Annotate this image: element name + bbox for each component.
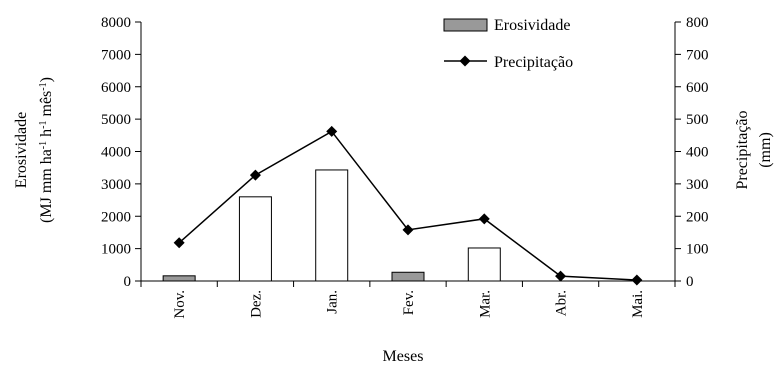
bar-dez (238, 196, 272, 282)
bar-series-erosividade (162, 169, 501, 282)
left-tick-label: 0 (124, 274, 132, 290)
left-axis-title-line1: Erosividade (13, 112, 30, 188)
left-tick-label: 4000 (101, 145, 131, 161)
right-tick-label: 300 (686, 177, 709, 193)
x-tick-label: Jan. (325, 290, 341, 314)
left-tick-label: 8000 (101, 15, 131, 31)
x-tick-label: Mai. (630, 290, 646, 318)
line-series-precipitacao (173, 125, 643, 286)
precipitacao-point-abr (555, 270, 567, 282)
left-tick-label: 5000 (101, 112, 131, 128)
x-tick-label: Abr. (554, 290, 570, 316)
precipitacao-point-mai (631, 274, 643, 286)
bar-fev (391, 271, 425, 282)
x-tick-label: Dez. (248, 290, 264, 318)
x-tick-label: Fev. (401, 290, 417, 315)
x-tick-label: Nov. (172, 290, 188, 319)
left-tick-label: 3000 (101, 177, 131, 193)
x-axis-title: Meses (383, 348, 424, 365)
left-y-ticks: 0 1000 2000 3000 4000 5000 6000 7000 8000 (101, 15, 141, 290)
left-tick-label: 1000 (101, 242, 131, 258)
precipitacao-point-nov (173, 237, 185, 249)
right-tick-label: 100 (686, 242, 709, 258)
right-axis-title: Precipitação (mm) (734, 110, 774, 189)
legend-label-precipitacao: Precipitação (494, 54, 573, 71)
legend-swatch-erosividade (443, 18, 488, 32)
left-axis-title-line2: (MJ mm ha-1 h-1 mês-1) (38, 77, 56, 223)
right-tick-label: 400 (686, 145, 709, 161)
x-ticks: Nov. Dez. Jan. Fev. Mar. Abr. Mai. (140, 281, 676, 319)
left-tick-label: 2000 (101, 209, 131, 225)
legend: Erosividade Precipitação (443, 17, 573, 71)
left-axis-title: Erosividade (MJ mm ha-1 h-1 mês-1) (13, 77, 55, 223)
legend-label-erosividade: Erosividade (494, 17, 570, 34)
bar-jan (315, 169, 349, 282)
precipitacao-point-dez (249, 169, 261, 181)
left-tick-label: 7000 (101, 47, 131, 63)
x-tick-label: Mar. (477, 290, 493, 318)
left-tick-label: 6000 (101, 80, 131, 96)
right-tick-label: 700 (686, 47, 709, 63)
right-tick-label: 600 (686, 80, 709, 96)
right-axis-title-line1: Precipitação (734, 110, 751, 189)
precipitacao-point-jan (326, 125, 338, 137)
legend-marker-precipitacao (459, 55, 471, 67)
right-tick-label: 800 (686, 15, 709, 31)
right-tick-label: 0 (686, 274, 694, 290)
bar-nov (162, 275, 196, 282)
precipitacao-point-mar (478, 213, 490, 225)
right-axis-title-line2: (mm) (757, 132, 774, 168)
right-tick-label: 200 (686, 209, 709, 225)
right-tick-label: 500 (686, 112, 709, 128)
bar-mar (467, 247, 501, 282)
precipitacao-point-fev (402, 224, 414, 236)
right-y-ticks: 0 100 200 300 400 500 600 700 800 (675, 15, 709, 290)
